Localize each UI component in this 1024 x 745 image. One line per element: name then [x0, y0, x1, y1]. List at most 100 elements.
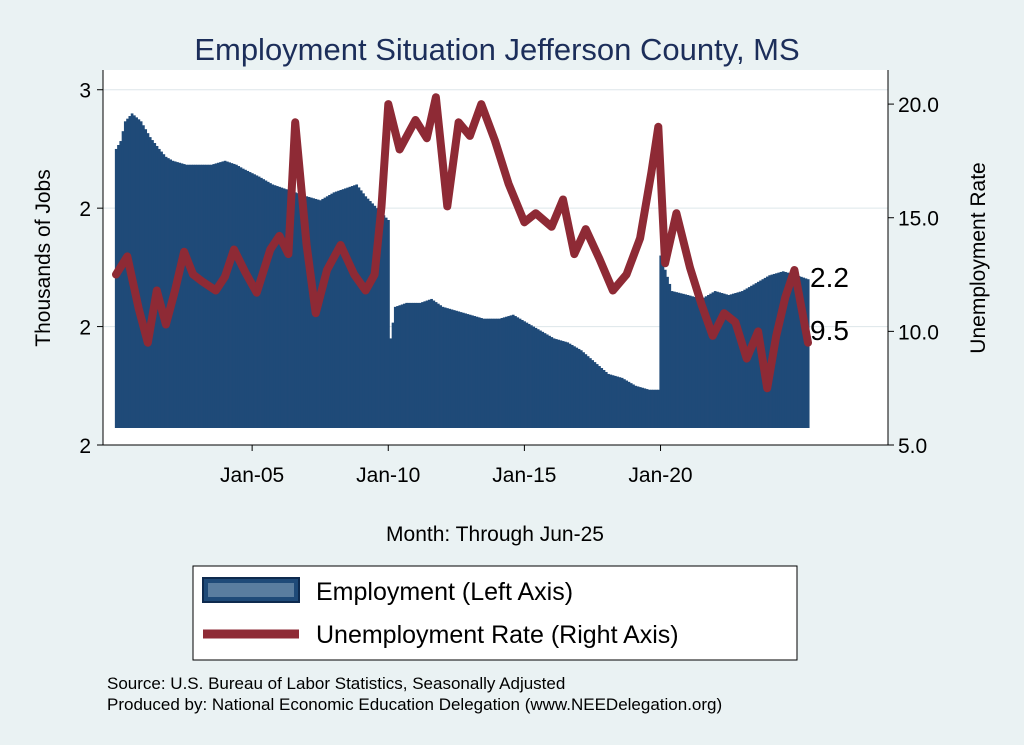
employment-bar	[151, 140, 154, 428]
employment-bar	[346, 187, 349, 428]
employment-bar	[307, 196, 311, 428]
employment-bar	[552, 338, 556, 428]
employment-bar	[269, 183, 272, 428]
employment-bar	[802, 277, 805, 428]
employment-bar	[201, 164, 204, 429]
employment-bar	[502, 317, 506, 428]
employment-bar	[707, 295, 710, 428]
employment-bar	[462, 312, 465, 428]
left-tick-label: 2	[79, 317, 91, 340]
employment-bar	[577, 348, 581, 428]
employment-bar	[536, 329, 540, 428]
employment-bar	[309, 197, 313, 428]
employment-bar	[541, 331, 545, 428]
employment-bar	[348, 186, 352, 428]
employment-bar	[713, 291, 717, 428]
employment-bar	[205, 164, 209, 429]
employment-bar	[221, 161, 225, 428]
employment-bar	[391, 322, 395, 428]
employment-bar	[627, 381, 631, 428]
chart-title: Employment Situation Jefferson County, M…	[194, 32, 799, 67]
employment-bar	[430, 298, 433, 428]
employment-bar	[253, 174, 256, 428]
employment-bar	[693, 296, 697, 428]
employment-bar	[282, 188, 286, 428]
employment-bar	[362, 193, 365, 428]
employment-bar	[766, 276, 769, 428]
employment-bar	[421, 302, 424, 428]
employment-bar	[257, 176, 261, 428]
employment-bar	[139, 121, 143, 428]
employment-bar	[718, 292, 722, 428]
employment-bar	[237, 166, 241, 429]
unemployment-end-label: 9.5	[810, 315, 849, 346]
employment-bar	[616, 376, 619, 428]
employment-bar	[368, 201, 372, 428]
employment-bar	[341, 189, 345, 428]
employment-bar	[375, 208, 379, 428]
employment-bar	[427, 299, 431, 428]
employment-bar	[686, 295, 690, 428]
employment-bar	[602, 370, 606, 428]
employment-bar	[228, 162, 231, 428]
employment-bar	[398, 305, 402, 428]
employment-bar	[793, 274, 796, 428]
employment-bar	[223, 160, 227, 429]
employment-bar	[697, 298, 701, 428]
employment-bar	[645, 389, 649, 428]
employment-bar	[738, 291, 742, 428]
employment-bar	[573, 346, 576, 428]
employment-bar	[117, 145, 120, 428]
employment-bar	[625, 380, 629, 428]
employment-bar	[219, 162, 222, 429]
employment-bar	[185, 164, 188, 429]
employment-bar	[323, 197, 327, 428]
employment-bar	[507, 316, 511, 428]
employment-bar	[319, 200, 322, 428]
employment-bar	[378, 210, 381, 428]
right-axis-ticks: 5.0 10.0 15.0 20.0	[888, 94, 939, 458]
employment-bar	[790, 273, 794, 428]
employment-bar	[160, 151, 163, 428]
employment-bar	[688, 295, 692, 428]
employment-bar	[550, 337, 554, 428]
employment-bar	[196, 164, 200, 429]
employment-bar	[294, 192, 297, 428]
employment-bar	[366, 198, 370, 428]
employment-bar	[539, 330, 542, 428]
employment-bar	[464, 313, 467, 428]
legend-unemployment-label: Unemployment Rate (Right Axis)	[316, 621, 679, 649]
right-tick-label: 10.0	[898, 321, 939, 344]
employment-bar	[289, 190, 293, 428]
employment-bar	[471, 315, 474, 428]
employment-bar	[214, 163, 218, 429]
employment-bar	[198, 164, 202, 429]
employment-bar	[582, 352, 585, 428]
right-axis-title: Unemployment Rate	[967, 162, 990, 353]
employment-bar	[570, 345, 574, 428]
employment-bar	[339, 190, 343, 428]
employment-bar	[146, 133, 150, 428]
employment-bar	[271, 184, 275, 428]
employment-bar	[736, 292, 740, 428]
employment-bar	[600, 368, 604, 428]
employment-bar	[405, 302, 408, 428]
employment-bar	[711, 292, 715, 428]
employment-bar	[371, 203, 374, 428]
source-note: Source: U.S. Bureau of Labor Statistics,…	[107, 674, 565, 693]
employment-bar	[235, 164, 238, 429]
employment-bar	[212, 164, 216, 428]
employment-bar	[239, 167, 243, 428]
employment-bar	[325, 196, 329, 428]
employment-bar	[241, 168, 245, 428]
employment-bar	[673, 291, 676, 428]
employment-bar	[650, 389, 653, 428]
employment-bar	[561, 341, 565, 428]
employment-bar	[518, 318, 522, 428]
employment-bar	[493, 318, 497, 428]
employment-bar	[296, 193, 300, 428]
employment-bar	[407, 302, 411, 428]
employment-bar	[579, 350, 583, 428]
employment-bar	[604, 371, 608, 428]
employment-bar	[500, 318, 504, 428]
